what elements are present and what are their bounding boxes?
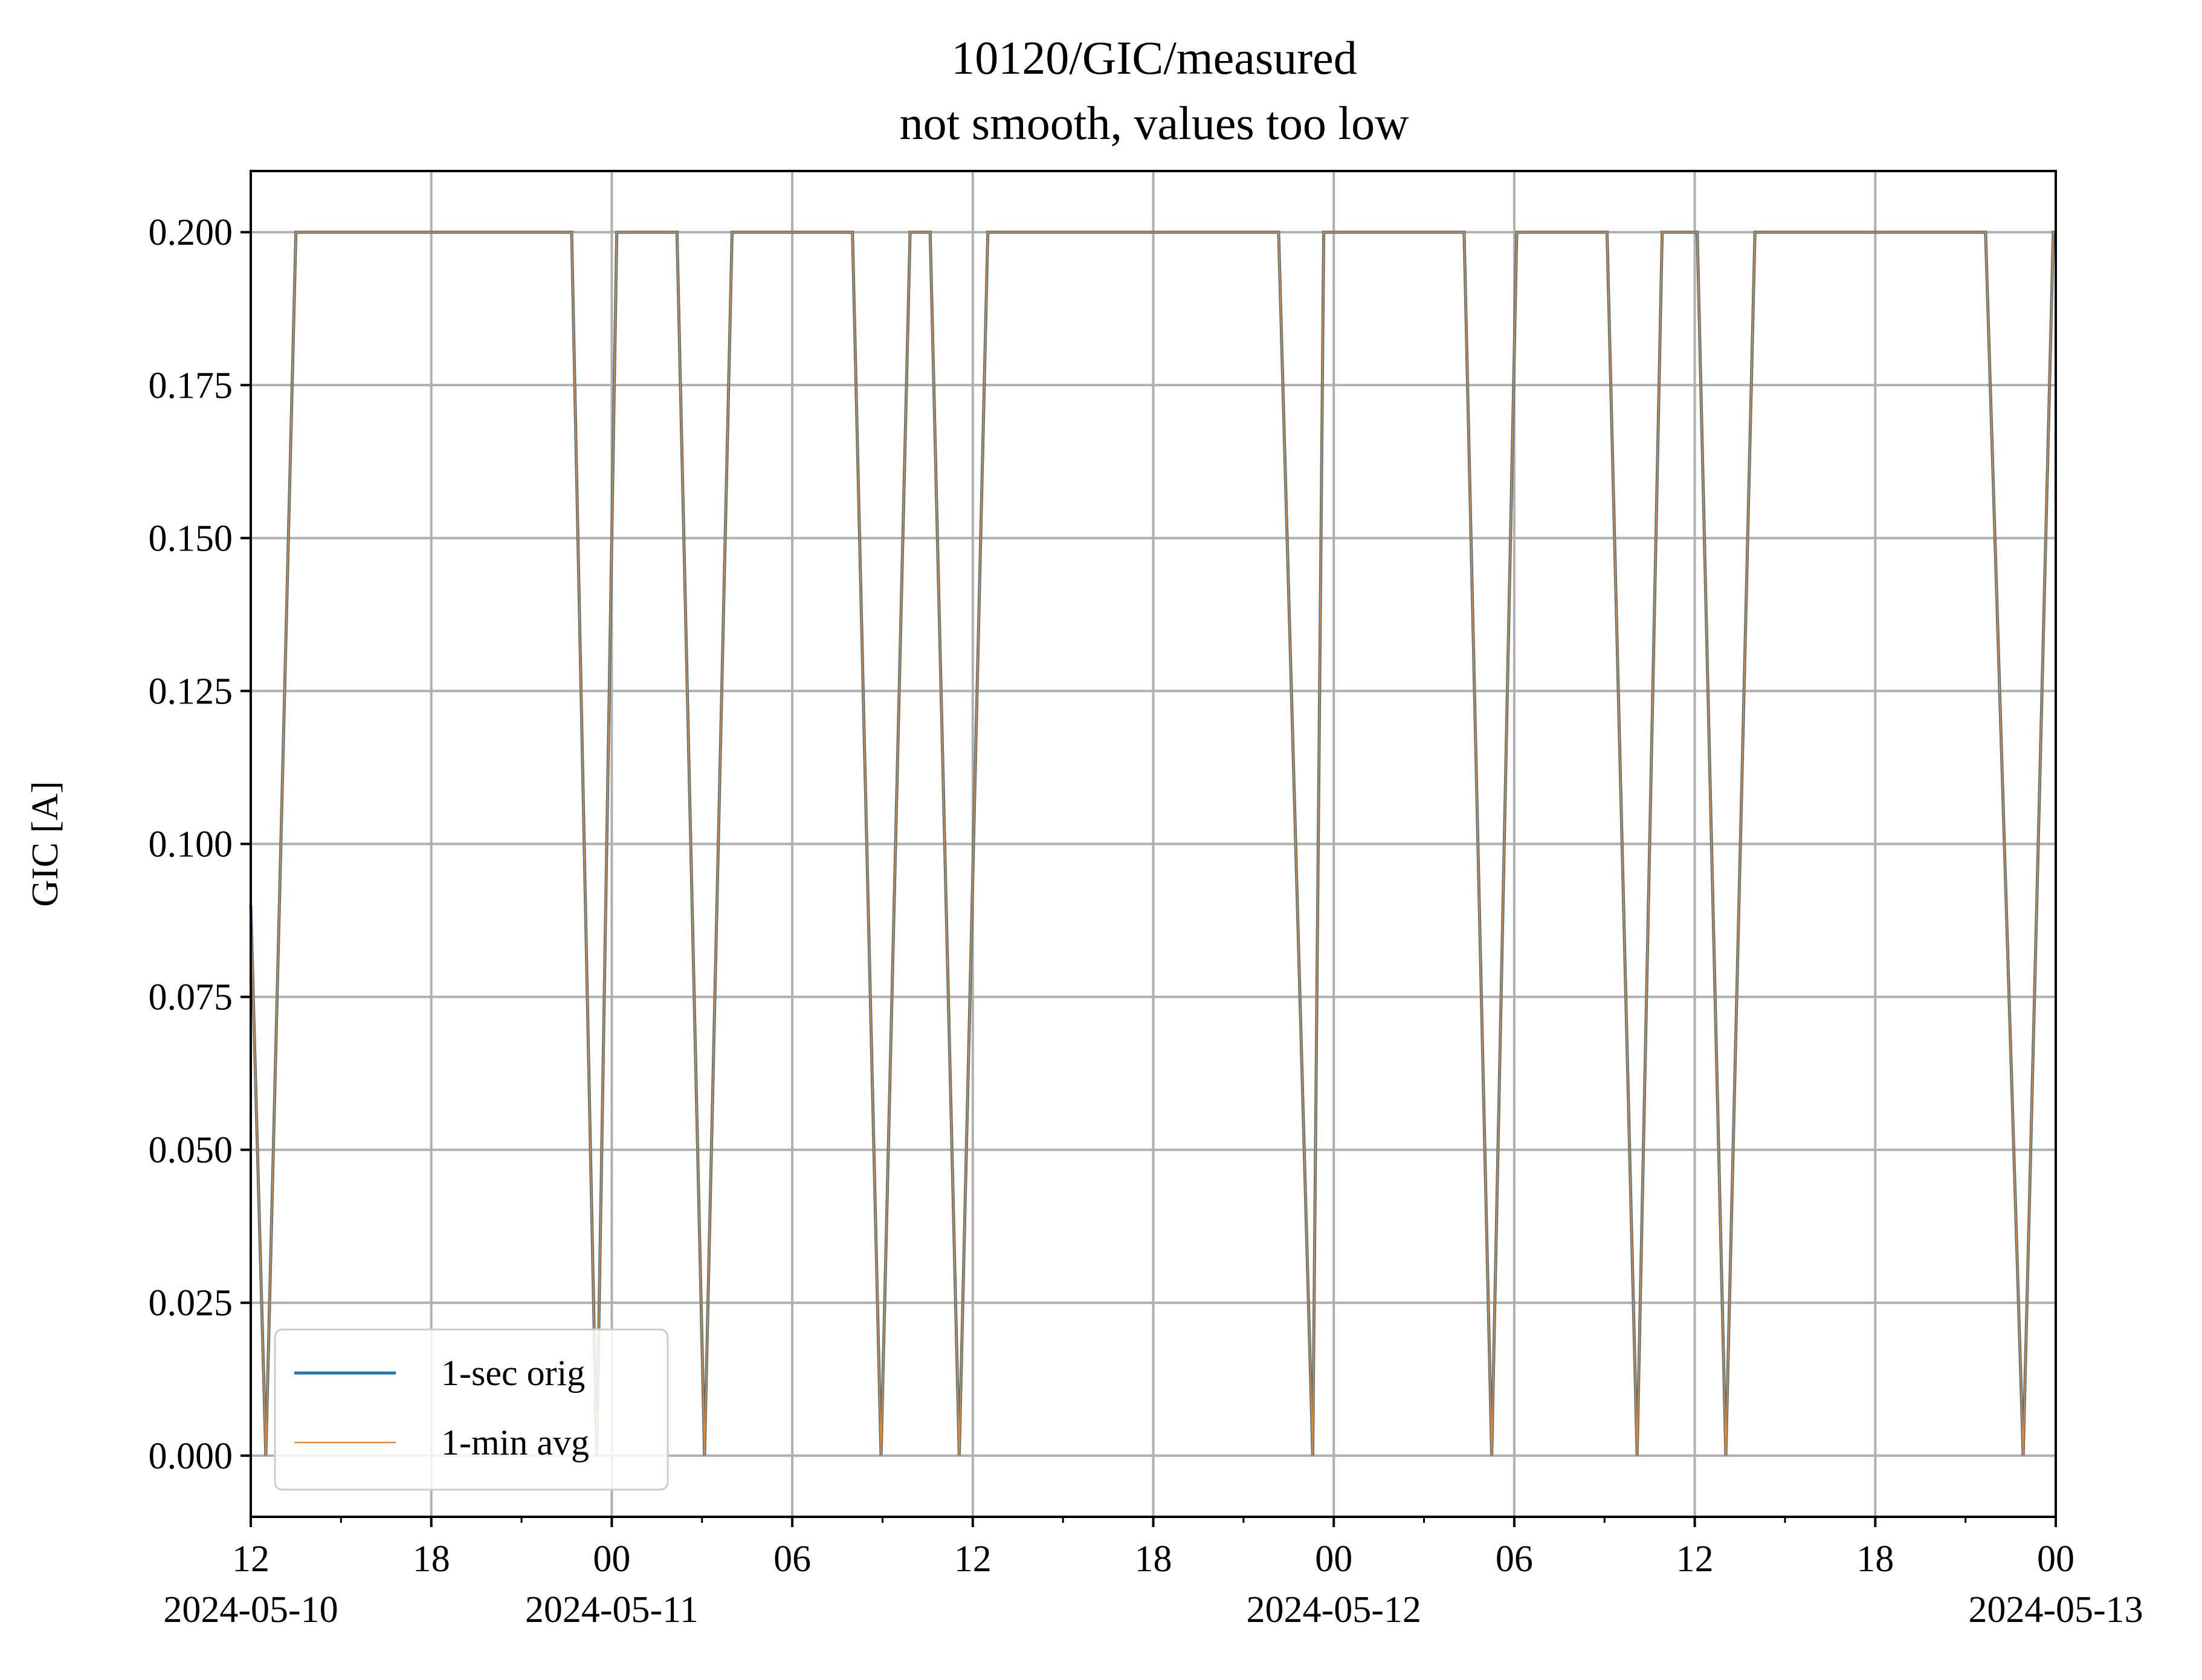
x-tick-label: 00 <box>2037 1539 2074 1580</box>
x-date-label: 2024-05-10 <box>163 1589 338 1630</box>
legend: 1-sec orig 1-min avg <box>274 1328 669 1491</box>
x-axis: 12 2024-05-10 18 00 2024-05-11 06 12 18 00 2024-0… <box>163 1517 2143 1630</box>
y-tick-label: 0.125 <box>149 671 233 712</box>
chart-title: 10120/GIC/measured <box>951 31 1357 84</box>
y-tick-label: 0.175 <box>149 365 233 406</box>
y-tick-label: 0.150 <box>149 518 233 559</box>
x-tick-label: 00 <box>1315 1539 1352 1580</box>
chart-subtitle: not smooth, values too low <box>900 97 1409 149</box>
x-date-label: 2024-05-12 <box>1247 1589 1421 1630</box>
y-tick-label: 0.100 <box>149 824 233 865</box>
y-tick-label: 0.000 <box>149 1436 233 1477</box>
x-tick-label: 18 <box>1135 1539 1172 1580</box>
legend-box <box>274 1328 669 1491</box>
x-tick-label: 12 <box>954 1539 992 1580</box>
series-line-2 <box>250 231 2056 1456</box>
y-tick-label: 0.075 <box>149 977 233 1018</box>
y-tick-label: 0.050 <box>149 1130 233 1171</box>
x-tick-label: 06 <box>773 1539 811 1580</box>
y-tick-label: 0.200 <box>149 212 233 253</box>
y-tick-label: 0.025 <box>149 1283 233 1324</box>
x-date-label: 2024-05-13 <box>1968 1589 2143 1630</box>
series-lines <box>249 230 2056 1456</box>
x-tick-label: 00 <box>593 1539 630 1580</box>
x-tick-label: 12 <box>1676 1539 1714 1580</box>
grid-lines <box>250 171 2057 1517</box>
x-date-label: 2024-05-11 <box>525 1589 699 1630</box>
x-tick-label: 18 <box>1856 1539 1894 1580</box>
legend-label: 1-min avg <box>441 1423 589 1462</box>
y-axis: 0.000 0.025 0.050 0.075 0.100 0.125 0.150 0.175… <box>149 212 251 1477</box>
x-tick-label: 06 <box>1496 1539 1533 1580</box>
legend-label: 1-sec orig <box>441 1353 585 1393</box>
y-axis-label: GIC [A] <box>25 781 66 906</box>
x-tick-label: 12 <box>232 1539 270 1580</box>
x-tick-label: 18 <box>413 1539 450 1580</box>
